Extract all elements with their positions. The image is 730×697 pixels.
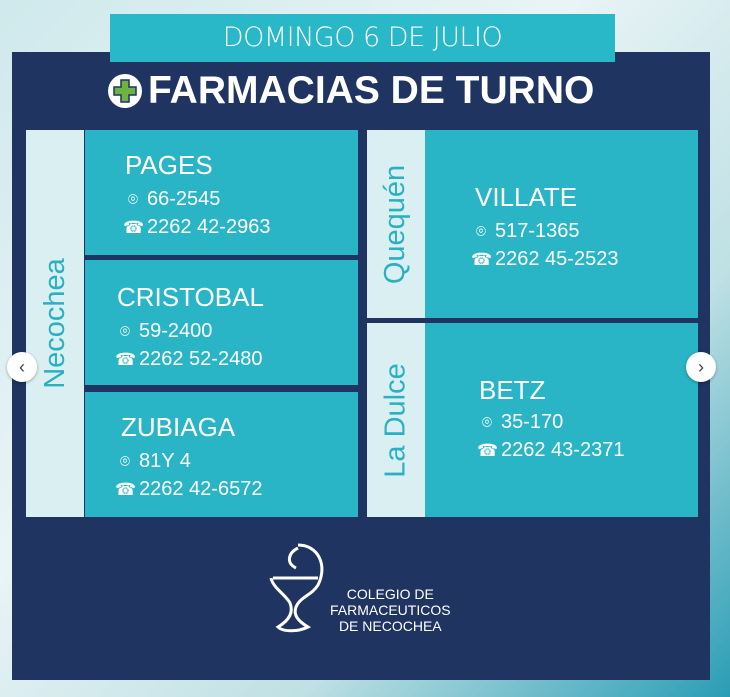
- carousel-prev-button[interactable]: ‹: [7, 352, 37, 382]
- address: 59-2400: [139, 320, 213, 342]
- location-pin-icon: ⌾: [127, 189, 139, 209]
- section-label-quequen: Quequén: [367, 130, 425, 318]
- pharmacy-card: CRISTOBAL ⌾ 59-2400 ☎ 2262 52-2480: [85, 260, 358, 385]
- location-pin-icon: ⌾: [475, 221, 487, 241]
- phone: 2262 42-2963: [147, 216, 271, 238]
- pharmacy-cross-icon: [108, 74, 142, 108]
- phone: 2262 45-2523: [495, 248, 619, 270]
- logo-line: COLEGIO DE: [346, 586, 434, 602]
- section-label-necochea: Necochea: [26, 130, 84, 517]
- phone-icon: ☎: [123, 217, 145, 237]
- pharmacy-card: VILLATE ⌾ 517-1365 ☎ 2262 45-2523: [425, 130, 698, 318]
- location-pin-icon: ⌾: [119, 451, 131, 471]
- carousel-next-button[interactable]: ›: [686, 352, 716, 382]
- pharmacy-name: VILLATE: [475, 182, 578, 212]
- logo-line: FARMACEUTICOS: [330, 602, 451, 618]
- pharmacy-name: PAGES: [125, 150, 213, 180]
- chalice-icon: [269, 543, 324, 633]
- phone: 2262 52-2480: [139, 348, 263, 370]
- title-text: FARMACIAS DE TURNO: [148, 69, 595, 112]
- date-banner: DOMINGO 6 DE JULIO: [110, 14, 615, 62]
- pharmacy-card: BETZ ⌾ 35-170 ☎ 2262 43-2371: [425, 323, 698, 517]
- pharmacy-name: CRISTOBAL: [117, 282, 264, 312]
- phone-icon: ☎: [115, 349, 137, 369]
- phone-icon: ☎: [471, 249, 493, 269]
- pharmacy-card: ZUBIAGA ⌾ 81Y 4 ☎ 2262 42-6572: [85, 392, 358, 517]
- location-pin-icon: ⌾: [481, 412, 493, 432]
- pharmacy-name: BETZ: [479, 375, 546, 405]
- phone: 2262 42-6572: [139, 478, 263, 500]
- page-title: FARMACIAS DE TURNO: [108, 69, 628, 112]
- phone-icon: ☎: [477, 440, 499, 460]
- logo-line: DE NECOCHEA: [338, 618, 442, 634]
- pharmacy-card: PAGES ⌾ 66-2545 ☎ 2262 42-2963: [85, 130, 358, 255]
- address: 35-170: [501, 411, 564, 433]
- pharmacy-name: ZUBIAGA: [121, 412, 236, 442]
- address: 81Y 4: [139, 450, 191, 472]
- address: 517-1365: [495, 220, 580, 242]
- phone-icon: ☎: [115, 479, 137, 499]
- section-label-ladulce: La Dulce: [367, 323, 425, 517]
- colegio-logo: COLEGIO DE FARMACEUTICOS DE NECOCHEA: [268, 540, 468, 650]
- location-pin-icon: ⌾: [119, 321, 131, 341]
- phone: 2262 43-2371: [501, 439, 625, 461]
- address: 66-2545: [147, 188, 221, 210]
